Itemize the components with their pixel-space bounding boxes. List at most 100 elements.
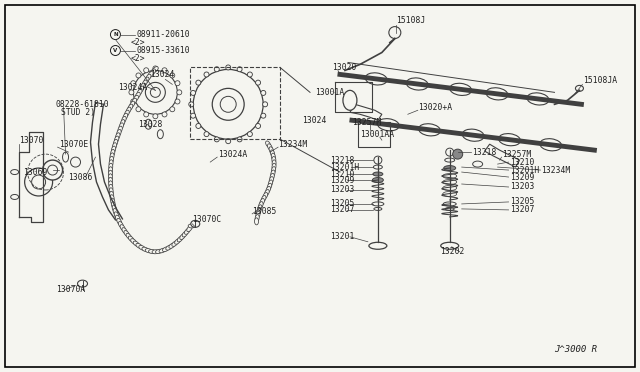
- Text: 13205: 13205: [330, 199, 355, 208]
- Ellipse shape: [445, 208, 454, 211]
- Ellipse shape: [109, 156, 113, 163]
- Ellipse shape: [575, 86, 584, 92]
- Text: 15108J: 15108J: [396, 16, 425, 25]
- Text: 13210: 13210: [509, 158, 534, 167]
- Ellipse shape: [258, 205, 262, 212]
- Circle shape: [262, 102, 268, 107]
- Ellipse shape: [259, 202, 263, 208]
- Circle shape: [237, 67, 242, 72]
- Text: 13024A: 13024A: [218, 150, 248, 158]
- Ellipse shape: [166, 245, 172, 250]
- Text: 13201H: 13201H: [330, 163, 359, 171]
- Circle shape: [175, 81, 180, 86]
- Ellipse shape: [115, 215, 120, 222]
- Polygon shape: [484, 144, 520, 167]
- Ellipse shape: [120, 225, 125, 231]
- Text: 13203: 13203: [330, 186, 355, 195]
- Ellipse shape: [128, 104, 133, 110]
- Ellipse shape: [441, 242, 459, 249]
- Circle shape: [191, 90, 196, 95]
- Ellipse shape: [450, 83, 472, 96]
- Circle shape: [43, 160, 63, 180]
- Ellipse shape: [130, 101, 134, 108]
- Ellipse shape: [157, 130, 163, 139]
- Ellipse shape: [118, 126, 122, 133]
- Ellipse shape: [117, 218, 122, 225]
- Ellipse shape: [343, 90, 357, 110]
- Text: 13020: 13020: [332, 63, 356, 72]
- Ellipse shape: [260, 199, 264, 205]
- Ellipse shape: [372, 177, 383, 183]
- Ellipse shape: [110, 195, 114, 202]
- Ellipse shape: [255, 218, 259, 225]
- Text: 13257M: 13257M: [352, 118, 381, 127]
- Ellipse shape: [122, 116, 126, 123]
- Text: 13209: 13209: [509, 173, 534, 182]
- Ellipse shape: [272, 157, 276, 163]
- Text: 13201H: 13201H: [509, 166, 539, 174]
- Circle shape: [175, 99, 180, 104]
- Ellipse shape: [112, 205, 116, 212]
- Ellipse shape: [443, 174, 457, 179]
- Ellipse shape: [150, 69, 156, 75]
- Ellipse shape: [443, 192, 457, 196]
- Circle shape: [162, 112, 167, 117]
- Ellipse shape: [126, 107, 131, 113]
- Ellipse shape: [142, 247, 148, 251]
- Ellipse shape: [115, 136, 119, 143]
- Text: 13218: 13218: [330, 155, 355, 164]
- Circle shape: [214, 67, 220, 72]
- Bar: [190, 67, 280, 139]
- Ellipse shape: [119, 123, 124, 129]
- Circle shape: [204, 72, 209, 77]
- Ellipse shape: [109, 191, 114, 198]
- Text: 13234M: 13234M: [278, 140, 307, 149]
- Circle shape: [136, 107, 141, 112]
- Ellipse shape: [145, 119, 152, 129]
- Circle shape: [445, 148, 454, 156]
- Text: 13086: 13086: [68, 173, 93, 182]
- Ellipse shape: [120, 120, 125, 126]
- Text: 08915-33610: 08915-33610: [136, 46, 190, 55]
- Circle shape: [226, 139, 230, 144]
- Circle shape: [131, 81, 136, 86]
- Text: 13020+A: 13020+A: [418, 103, 452, 112]
- Ellipse shape: [148, 250, 156, 253]
- Ellipse shape: [128, 236, 134, 242]
- Ellipse shape: [132, 98, 136, 105]
- Text: 13207: 13207: [330, 205, 355, 214]
- Text: 13070C: 13070C: [192, 215, 221, 224]
- Ellipse shape: [473, 161, 483, 167]
- Circle shape: [162, 68, 167, 73]
- Ellipse shape: [126, 233, 132, 239]
- Ellipse shape: [109, 184, 113, 191]
- Text: 13028: 13028: [138, 120, 163, 129]
- Text: 13001A: 13001A: [315, 88, 344, 97]
- Circle shape: [261, 113, 266, 118]
- Ellipse shape: [124, 231, 129, 237]
- Text: STUD 2): STUD 2): [61, 108, 95, 117]
- Circle shape: [248, 132, 252, 137]
- Text: 15108JA: 15108JA: [584, 76, 618, 85]
- Circle shape: [196, 80, 201, 85]
- Ellipse shape: [256, 211, 260, 218]
- Ellipse shape: [113, 140, 118, 146]
- Circle shape: [25, 168, 52, 196]
- Ellipse shape: [184, 228, 190, 234]
- Ellipse shape: [177, 236, 183, 242]
- Circle shape: [150, 87, 161, 97]
- Circle shape: [189, 102, 194, 107]
- Ellipse shape: [443, 186, 457, 190]
- Ellipse shape: [109, 181, 113, 188]
- Ellipse shape: [11, 195, 19, 199]
- Text: 13202: 13202: [440, 247, 464, 256]
- Circle shape: [237, 137, 242, 142]
- Ellipse shape: [116, 129, 121, 136]
- Ellipse shape: [148, 71, 153, 78]
- Ellipse shape: [169, 243, 175, 248]
- Ellipse shape: [159, 248, 166, 253]
- Ellipse shape: [372, 202, 384, 206]
- Ellipse shape: [419, 124, 440, 136]
- Circle shape: [261, 90, 266, 95]
- Text: 08911-20610: 08911-20610: [136, 30, 190, 39]
